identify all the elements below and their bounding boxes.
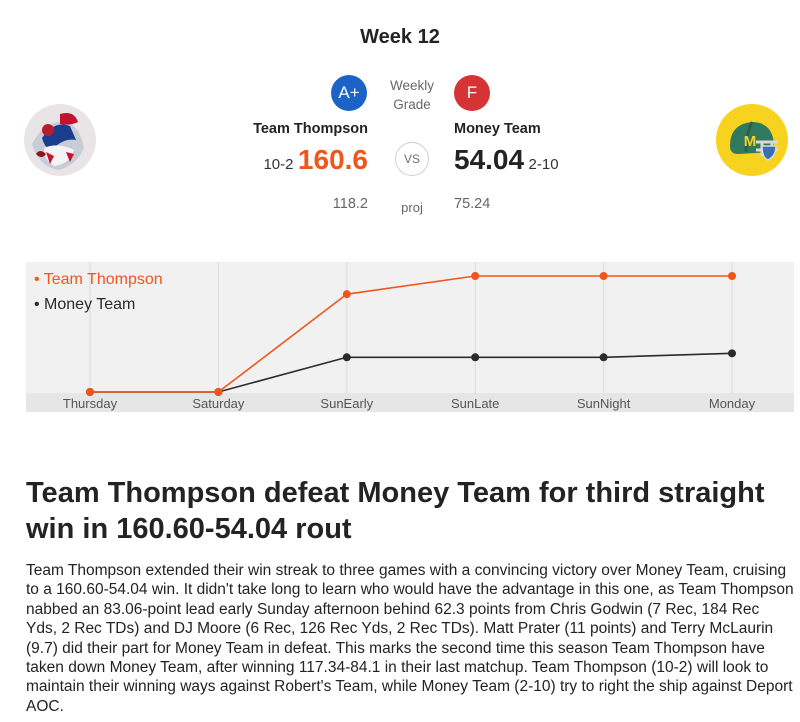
chart-x-tick-label: SunEarly xyxy=(320,396,373,411)
chart-axis-band xyxy=(26,393,794,412)
chart-data-point xyxy=(728,349,736,358)
money-team-name[interactable]: Money Team xyxy=(454,121,541,137)
money-team-avatar[interactable]: M xyxy=(716,104,788,176)
team-thompson-score-row: 10-2 160.6 xyxy=(263,144,368,176)
helmet-letter: M xyxy=(744,133,757,150)
week-title: Week 12 xyxy=(360,26,440,48)
money-team-score-row: 54.04 2-10 xyxy=(454,144,559,176)
chart-data-point xyxy=(86,388,94,396)
chart-data-point xyxy=(342,353,351,362)
money-team-grade-badge: F xyxy=(454,75,490,111)
chart-data-point xyxy=(599,272,608,280)
team-thompson-score: 160.6 xyxy=(297,144,368,175)
chart-legend-entry: • Money Team xyxy=(34,296,135,313)
team-thompson-projection: 118.2 xyxy=(332,196,368,212)
projection-label: proj xyxy=(401,200,423,215)
vs-badge: VS xyxy=(395,142,429,176)
team-thompson-grade-badge: A+ xyxy=(331,75,367,111)
chart-data-point xyxy=(214,388,223,396)
chart-x-tick-label: Monday xyxy=(709,396,756,411)
chart-x-tick-label: Saturday xyxy=(192,396,245,411)
chart-data-point xyxy=(471,272,480,280)
team-thompson-record: 10-2 xyxy=(263,156,294,173)
money-team-record: 2-10 xyxy=(528,156,559,173)
article-body: Team Thompson extended their win streak … xyxy=(26,562,794,715)
chart-plot-area xyxy=(26,262,794,393)
chart-x-tick-label: Thursday xyxy=(63,396,118,411)
chart-legend-entry: • Team Thompson xyxy=(34,271,163,288)
money-team-projection: 75.24 xyxy=(454,196,491,212)
helmet-icon: M xyxy=(730,121,778,161)
team-thompson-name[interactable]: Team Thompson xyxy=(253,121,368,137)
article-headline: Team Thompson defeat Money Team for thir… xyxy=(26,477,765,545)
chart-data-point xyxy=(342,290,351,299)
chart-data-point xyxy=(728,272,736,280)
chart-data-point xyxy=(471,353,480,362)
chart-x-tick-label: SunNight xyxy=(577,396,631,411)
score-progress-chart: Thursday Saturday SunEarly SunLate SunNight M… xyxy=(26,262,794,412)
player-photo-icon xyxy=(24,104,96,176)
team-thompson-avatar[interactable] xyxy=(24,104,96,176)
chart-series-line xyxy=(90,275,732,393)
weekly-grade-label: Weekly Grade xyxy=(390,78,435,112)
chart-data-point xyxy=(599,353,608,362)
money-team-score: 54.04 xyxy=(454,144,525,175)
chart-x-tick-label: SunLate xyxy=(451,396,499,411)
